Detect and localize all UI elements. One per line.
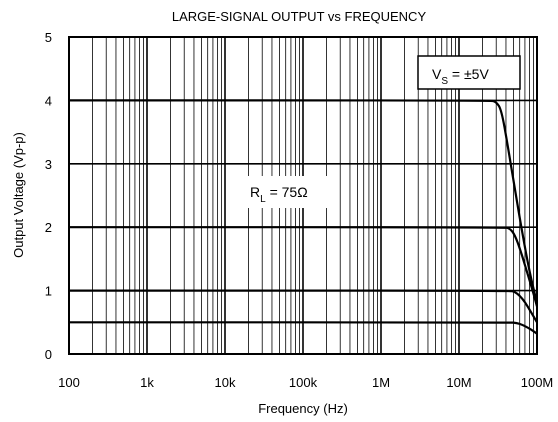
series-line-3 <box>69 289 538 323</box>
series-line-1 <box>68 99 539 304</box>
vs-annotation: VS = ±5V <box>417 55 521 90</box>
y-tick-labels: 0 1 2 3 4 5 <box>45 30 52 362</box>
y-axis-label: Output Voltage (Vp-p) <box>11 132 26 258</box>
x-tick-labels: 100 1k 10k 100k 1M 10M 100M <box>58 375 553 390</box>
vs-annotation-box <box>417 55 521 90</box>
x-tick-label: 1M <box>372 375 390 390</box>
y-tick-label: 5 <box>45 30 52 45</box>
y-tick-label: 0 <box>45 347 52 362</box>
x-tick-label: 1k <box>140 375 154 390</box>
series-line-4 <box>68 321 538 335</box>
x-tick-label: 10k <box>215 375 236 390</box>
y-tick-label: 1 <box>45 284 52 299</box>
x-tick-label: 100 <box>58 375 80 390</box>
y-tick-label: 4 <box>45 93 52 108</box>
x-tick-label: 100k <box>289 375 318 390</box>
rl-annotation-bg <box>244 176 336 208</box>
y-tick-label: 3 <box>45 157 52 172</box>
rl-annotation-text: RL = 75Ω <box>250 184 308 205</box>
x-axis-label: Frequency (Hz) <box>258 401 348 416</box>
x-tick-label: 10M <box>446 375 471 390</box>
series-line-2 <box>69 226 539 307</box>
rl-annotation: RL = 75Ω <box>244 176 336 208</box>
curves <box>68 99 539 335</box>
chart-title: LARGE-SIGNAL OUTPUT vs FREQUENCY <box>172 9 427 24</box>
plot-frame <box>68 36 538 355</box>
x-tick-label: 100M <box>521 375 554 390</box>
y-tick-label: 2 <box>45 220 52 235</box>
vs-annotation-text: VS = ±5V <box>432 66 489 87</box>
